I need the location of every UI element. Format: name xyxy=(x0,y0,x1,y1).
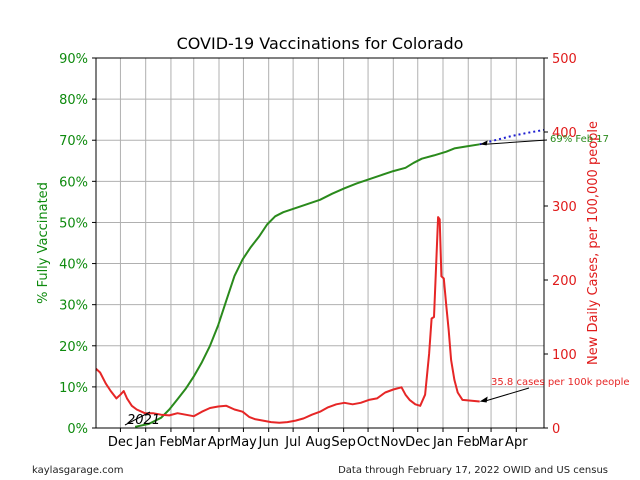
left-axis-label: % Fully Vaccinated xyxy=(36,182,51,304)
annotation-cases: 35.8 cases per 100k people xyxy=(491,377,630,388)
annotation-arrow-year xyxy=(124,411,151,426)
footer-source-left: kaylasgarage.com xyxy=(32,465,124,476)
x-tick-label: Jan xyxy=(135,435,156,450)
chart-title: COVID-19 Vaccinations for Colorado xyxy=(177,34,464,53)
left-tick-label: 40% xyxy=(59,258,88,273)
left-tick-label: 30% xyxy=(59,299,88,314)
annotation-arrow-vaccination xyxy=(483,139,548,145)
grid-lines xyxy=(96,57,544,429)
annotation-arrowhead-cases xyxy=(479,396,488,403)
x-axis: Dec Jan Feb Mar Apr May Jun Jul Aug Sep Oct Nov Dec J… xyxy=(108,428,528,450)
annotation-arrow-cases xyxy=(483,387,530,402)
x-tick-label: Apr xyxy=(505,435,528,450)
left-tick-label: 10% xyxy=(59,381,88,396)
right-tick-label: 100 xyxy=(552,348,577,363)
x-tick-label: Feb xyxy=(159,435,182,450)
annotation-year: 2021 xyxy=(127,413,160,428)
x-tick-label: Jul xyxy=(284,435,301,450)
x-tick-label: Oct xyxy=(357,435,379,450)
plot-frame xyxy=(95,57,545,429)
left-tick-label: 20% xyxy=(59,340,88,355)
series-layer xyxy=(95,128,545,428)
left-y-axis: 0% 10% 20% 30% 40% 50% 60% 70% 80% 90% xyxy=(59,52,96,437)
right-tick-label: 200 xyxy=(552,274,577,289)
x-tick-label: Sep xyxy=(331,435,356,450)
left-tick-label: 80% xyxy=(59,93,88,108)
footer-source-right: Data through February 17, 2022 OWID and … xyxy=(338,465,608,476)
left-tick-label: 70% xyxy=(59,134,88,149)
cases-line xyxy=(95,216,480,424)
x-tick-label: Mar xyxy=(479,435,504,450)
annotations: 69% Feb 17 35.8 cases per 100k people 2021 xyxy=(124,134,630,428)
annotation-vaccination: 69% Feb 17 xyxy=(550,134,609,145)
x-tick-label: Aug xyxy=(306,435,331,450)
x-tick-label: Dec xyxy=(108,435,133,450)
right-axis-label: New Daily Cases, per 100,000 people xyxy=(586,121,601,365)
right-y-axis: 0 100 200 300 400 500 xyxy=(544,52,577,437)
right-tick-label: 500 xyxy=(552,52,577,67)
x-tick-label: Jun xyxy=(258,435,279,450)
vaccination-projection-line xyxy=(479,128,545,146)
vaccination-line xyxy=(134,143,480,428)
left-tick-label: 60% xyxy=(59,175,88,190)
x-tick-label: Nov xyxy=(381,435,407,450)
right-tick-label: 300 xyxy=(552,200,577,215)
x-tick-label: Jan xyxy=(432,435,453,450)
x-tick-label: Dec xyxy=(405,435,430,450)
left-tick-label: 0% xyxy=(67,422,88,437)
x-tick-label: Feb xyxy=(457,435,480,450)
left-tick-label: 50% xyxy=(59,216,88,231)
x-tick-label: May xyxy=(230,435,257,450)
x-tick-label: Mar xyxy=(181,435,206,450)
x-tick-label: Apr xyxy=(208,435,231,450)
right-tick-label: 0 xyxy=(552,422,560,437)
left-tick-label: 90% xyxy=(59,52,88,67)
right-tick-label: 400 xyxy=(552,126,577,141)
annotation-arrowhead-vaccination xyxy=(479,140,488,146)
